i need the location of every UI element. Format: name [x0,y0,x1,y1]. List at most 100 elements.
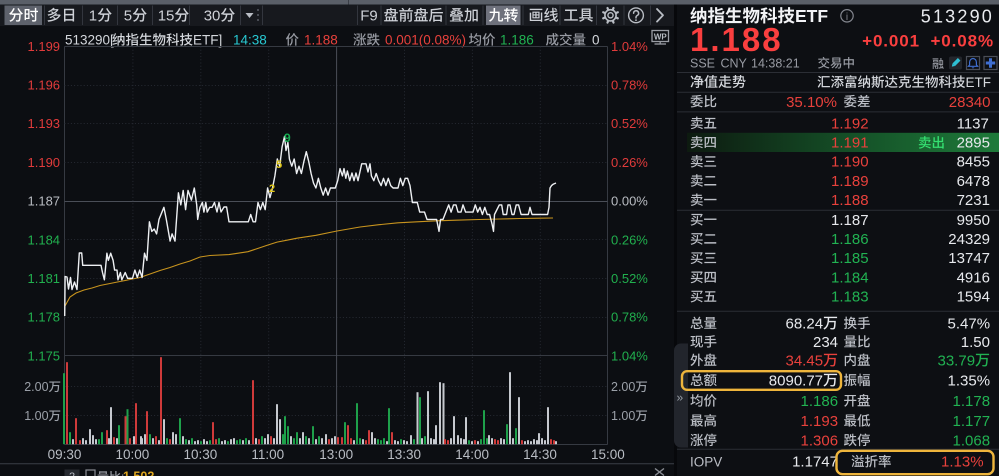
svg-text:5: 5 [124,8,132,25]
svg-text:1594: 1594 [957,289,990,306]
svg-text:234: 234 [813,334,838,351]
svg-text:13747: 13747 [948,250,990,267]
svg-text:1.186: 1.186 [801,393,839,410]
svg-text:1.187: 1.187 [831,212,869,229]
svg-text:5.47%: 5.47% [948,315,991,332]
svg-text:CNY: CNY [721,57,748,71]
svg-text:13:00: 13:00 [319,447,353,462]
svg-text:1.192: 1.192 [831,115,869,132]
svg-text:2: 2 [69,471,75,476]
svg-text::: : [121,470,124,476]
svg-text:1.181: 1.181 [28,271,61,286]
svg-text:IOPV: IOPV [690,454,722,469]
svg-text:1.04%: 1.04% [611,39,648,54]
svg-text:1.175: 1.175 [28,348,61,363]
svg-text:0.26%: 0.26% [611,232,648,247]
svg-text:15: 15 [158,8,175,25]
svg-text:ETF]: ETF] [193,33,222,48]
svg-text:0.78%: 0.78% [611,78,648,93]
svg-text:14:30: 14:30 [523,447,557,462]
svg-text:1.177: 1.177 [953,413,991,430]
svg-text:1.186: 1.186 [831,231,869,248]
svg-text:1.185: 1.185 [831,250,869,267]
svg-text:1.502: 1.502 [123,470,154,476]
svg-text:SSE: SSE [690,57,715,71]
svg-text:0.52%: 0.52% [611,271,648,286]
svg-text:1.50: 1.50 [961,334,990,351]
svg-text:24329: 24329 [948,231,990,248]
svg-text:1.190: 1.190 [28,155,61,170]
svg-text:1.35%: 1.35% [948,372,991,389]
svg-text:1.1747: 1.1747 [792,454,838,471]
svg-text:1.193: 1.193 [801,413,839,430]
svg-text:1.00: 1.00 [24,409,48,423]
svg-text:11:00: 11:00 [251,447,284,462]
svg-text:9: 9 [284,131,291,145]
svg-text:0: 0 [592,33,600,48]
svg-text:28340: 28340 [949,94,991,111]
svg-text:1.184: 1.184 [28,232,61,247]
svg-text:1.184: 1.184 [831,269,869,286]
svg-text:34.45: 34.45 [786,352,824,369]
svg-text:4916: 4916 [957,269,990,286]
svg-text:1.188: 1.188 [831,192,869,209]
svg-text:1.04%: 1.04% [611,348,648,363]
svg-text:1.00: 1.00 [611,409,635,423]
svg-text:WP: WP [654,33,668,42]
svg-text:1.188: 1.188 [690,21,783,58]
svg-text:1.306: 1.306 [801,432,839,449]
svg-text:1.191: 1.191 [831,135,869,152]
svg-text:ETF: ETF [795,6,828,26]
svg-text:35.10%: 35.10% [786,94,837,111]
svg-text:»: » [677,391,684,405]
svg-text:13:30: 13:30 [387,447,421,462]
svg-text:2895: 2895 [957,135,990,152]
svg-text:8090.77: 8090.77 [769,372,823,389]
svg-text:10:00: 10:00 [116,447,150,462]
svg-text:2.00: 2.00 [24,380,48,394]
svg-text:7231: 7231 [957,192,990,209]
svg-text:1.187: 1.187 [28,194,61,209]
svg-text:513290: 513290 [921,7,994,27]
svg-text:14:38:21: 14:38:21 [751,57,800,71]
svg-text:15:00: 15:00 [591,447,625,462]
svg-text:14:38: 14:38 [233,33,267,48]
svg-text:1137: 1137 [957,115,989,132]
svg-text:30: 30 [204,8,221,25]
svg-text:F9: F9 [360,8,378,25]
svg-text:5: 5 [276,159,282,171]
svg-text:68.24: 68.24 [786,315,824,332]
svg-text:8455: 8455 [957,154,990,171]
svg-text:1.186: 1.186 [500,33,534,48]
svg-text:1.190: 1.190 [831,154,869,171]
svg-text:33.79: 33.79 [938,352,976,369]
svg-text:14:00: 14:00 [455,447,489,462]
svg-text:0.00%: 0.00% [611,194,648,209]
svg-text:513290[: 513290[ [65,33,114,48]
svg-text:1.199: 1.199 [28,39,61,54]
svg-text:2.00: 2.00 [611,380,635,394]
svg-text:1.196: 1.196 [28,78,61,93]
svg-text:6478: 6478 [957,173,990,190]
svg-text:+0.08%: +0.08% [930,32,994,51]
svg-text:1.178: 1.178 [953,393,991,410]
svg-text:09:30: 09:30 [48,447,82,462]
svg-text:1.183: 1.183 [831,289,869,306]
svg-text:1.189: 1.189 [831,173,869,190]
svg-text:ETF: ETF [966,75,992,90]
svg-text:i: i [846,12,848,23]
svg-text:0.52%: 0.52% [611,116,648,131]
svg-text:0.26%: 0.26% [611,155,648,170]
svg-text:1.13%: 1.13% [941,454,984,471]
svg-text:1.178: 1.178 [28,310,61,325]
svg-text:1.068: 1.068 [953,432,991,449]
svg-text:2: 2 [269,183,275,195]
svg-text:9950: 9950 [957,212,990,229]
svg-text:1: 1 [89,8,97,25]
svg-text:10:30: 10:30 [184,447,218,462]
svg-text:1.188: 1.188 [304,33,338,48]
svg-text:0.78%: 0.78% [611,310,648,325]
svg-text:+0.001: +0.001 [862,32,920,51]
svg-text:1.193: 1.193 [28,116,61,131]
svg-text:0.001(0.08%): 0.001(0.08%) [385,33,466,48]
